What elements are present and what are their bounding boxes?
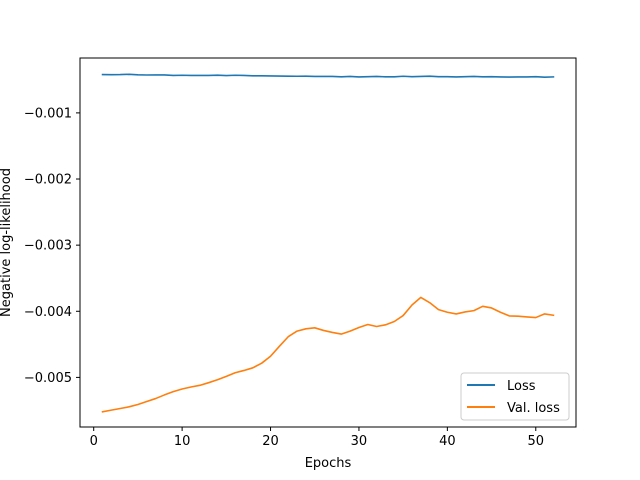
y-tick-label: −0.005 — [24, 371, 72, 386]
x-tick-label: 10 — [174, 434, 191, 449]
y-axis-label: Negative log-likelihood — [0, 168, 14, 317]
legend-label-loss: Loss — [507, 379, 536, 394]
x-tick-label: 50 — [527, 434, 544, 449]
x-tick-label: 0 — [90, 434, 98, 449]
y-axis: −0.001 −0.002 −0.003 −0.004 −0.005 — [24, 106, 80, 386]
legend-label-val-loss: Val. loss — [507, 401, 560, 416]
y-tick-label: −0.001 — [24, 106, 72, 121]
x-axis-label: Epochs — [305, 456, 352, 471]
x-tick-label: 40 — [439, 434, 456, 449]
x-tick-label: 30 — [351, 434, 368, 449]
plot-frame — [79, 57, 577, 428]
series-line-val-loss — [101, 296, 555, 413]
y-tick-label: −0.004 — [24, 305, 72, 320]
legend: Loss Val. loss — [460, 372, 570, 421]
y-tick-label: −0.003 — [24, 239, 72, 254]
x-axis: 0 10 20 30 40 50 — [90, 427, 544, 449]
series-layer — [101, 73, 555, 413]
x-tick-label: 20 — [262, 434, 279, 449]
y-tick-label: −0.002 — [24, 173, 72, 188]
series-line-loss — [101, 73, 555, 78]
